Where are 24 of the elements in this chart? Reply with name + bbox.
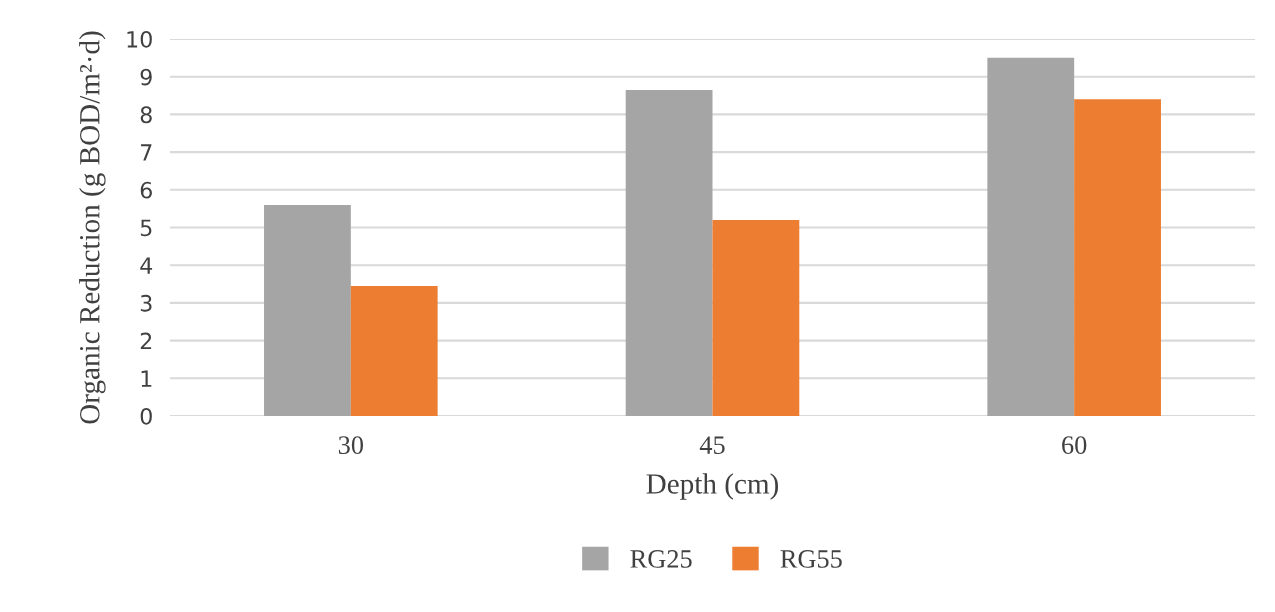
y-tick-label: 6 (140, 181, 152, 199)
bar (625, 89, 713, 416)
x-axis-title: Depth (cm) (646, 473, 779, 500)
x-tick-label: 45 (699, 436, 725, 455)
y-tick-label: 0 (140, 407, 152, 425)
y-tick-label: 3 (140, 294, 152, 312)
bar (987, 57, 1075, 416)
bar (350, 285, 438, 416)
x-tick-label: 60 (1062, 436, 1087, 455)
y-tick-label: 10 (127, 30, 152, 48)
legend-label: RG55 (780, 550, 842, 568)
y-tick-label: 5 (140, 219, 152, 237)
legend-label: RG25 (630, 550, 692, 568)
bar (712, 219, 800, 416)
y-tick-label: 1 (141, 370, 152, 387)
y-tick-label: 8 (140, 106, 152, 124)
y-tick-label: 9 (140, 68, 152, 86)
y-axis-title: Organic Reduction (g BOD/m²·d) (79, 31, 106, 424)
y-tick-label: 7 (141, 144, 152, 161)
bar (1074, 99, 1161, 416)
y-tick-label: 2 (140, 332, 152, 350)
y-tick-label: 4 (140, 257, 153, 274)
bar (264, 204, 351, 416)
x-tick-label: 30 (338, 436, 364, 455)
